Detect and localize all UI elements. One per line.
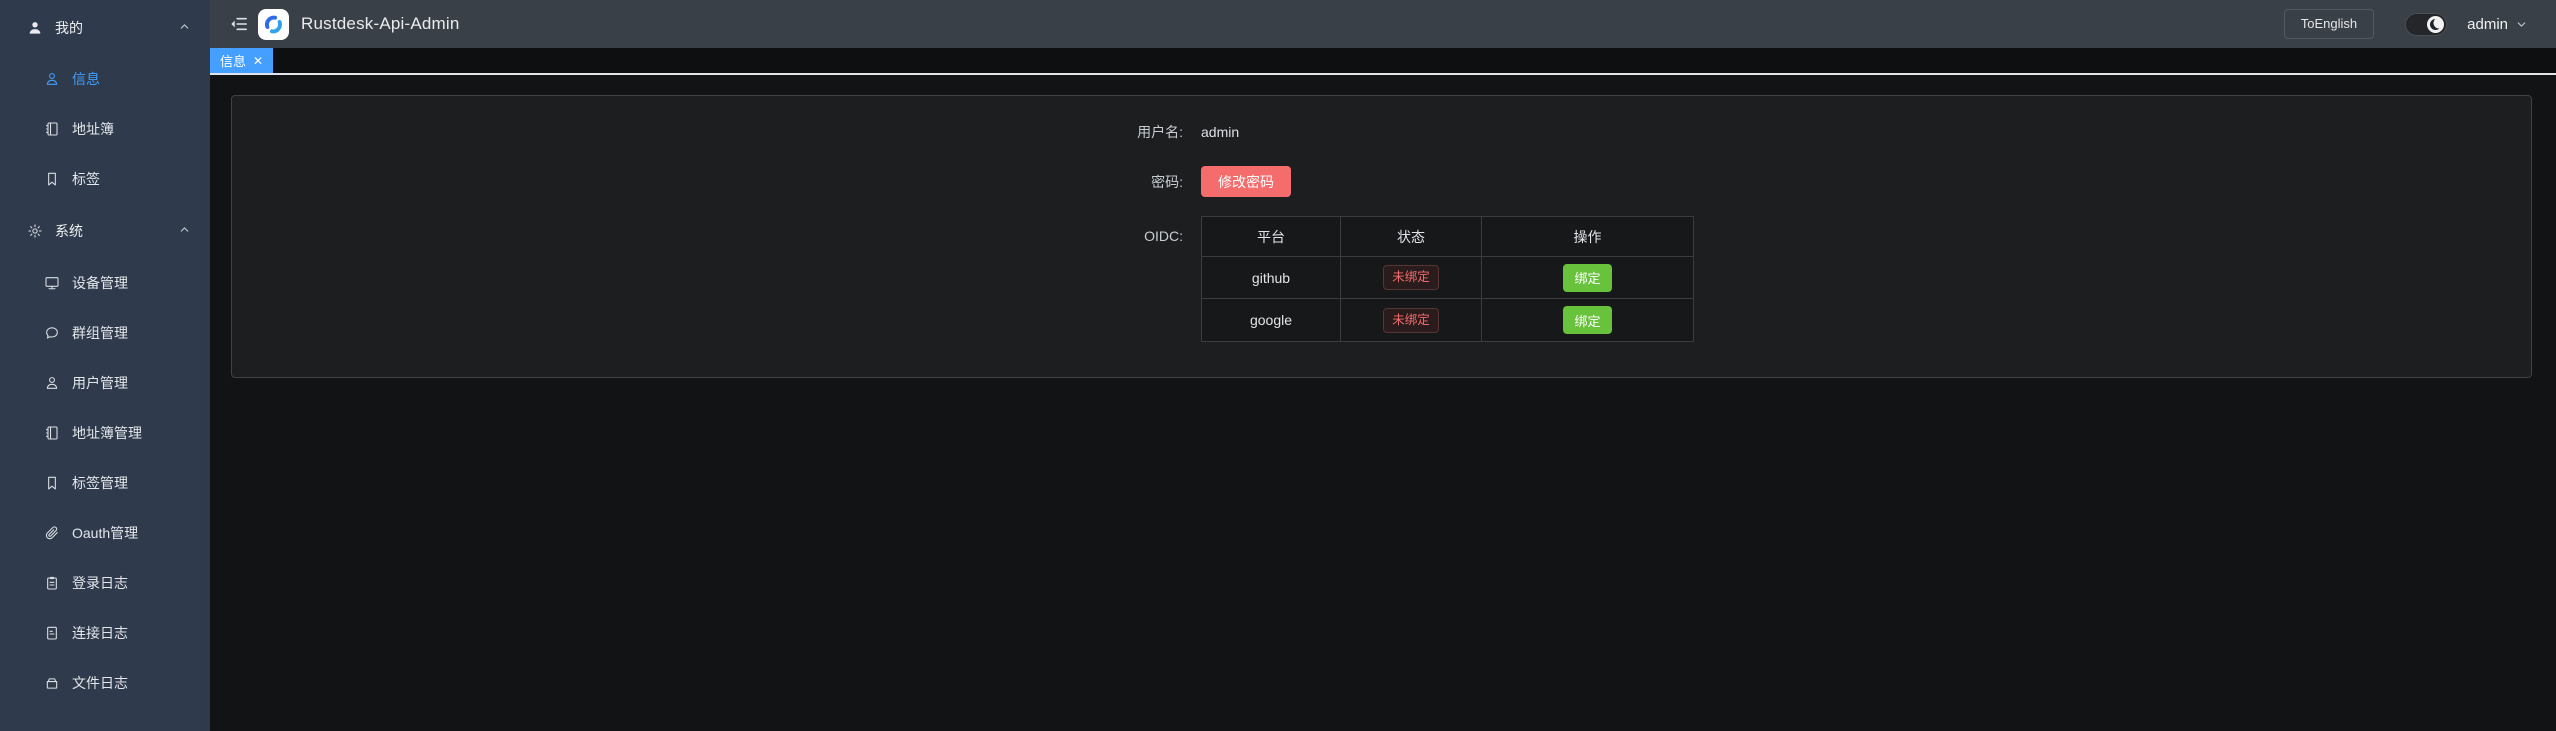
- column-header-status: 状态: [1341, 217, 1482, 257]
- sidebar-item-label: 连接日志: [72, 625, 128, 641]
- chevron-up-icon: [178, 223, 191, 239]
- sidebar-item-label: 登录日志: [72, 575, 128, 591]
- sidebar-item-file-log[interactable]: 文件日志: [0, 658, 210, 708]
- clipboard-icon: [44, 575, 60, 591]
- password-row: 密码: 修改密码: [232, 166, 2531, 198]
- sidebar-item-label: 用户管理: [72, 375, 128, 391]
- tab-label: 信息: [220, 54, 247, 69]
- sidebar-item-label: 信息: [72, 71, 100, 87]
- chevron-down-icon: [2515, 18, 2528, 31]
- theme-knob: [2427, 15, 2445, 33]
- sidebar-item-tags[interactable]: 标签: [0, 154, 210, 204]
- username-row: 用户名: admin: [232, 116, 2531, 148]
- table-row-google: google 未绑定 绑定: [1202, 299, 1693, 341]
- address-book-icon: [44, 425, 60, 441]
- tab-info[interactable]: 信息 ✕: [210, 48, 274, 73]
- sidebar-group-label: 我的: [55, 20, 83, 36]
- app-title: Rustdesk-Api-Admin: [301, 14, 460, 33]
- user-icon: [44, 375, 60, 391]
- tab-close-icon[interactable]: ✕: [253, 53, 264, 68]
- moon-icon: [2430, 19, 2441, 30]
- sidebar-item-label: 地址簿管理: [72, 425, 142, 441]
- user-icon: [44, 71, 60, 87]
- sidebar-item-address-book[interactable]: 地址簿: [0, 104, 210, 154]
- main-content: 用户名: admin 密码: 修改密码 OIDC: 平台 状态: [210, 77, 2556, 731]
- address-book-icon: [44, 121, 60, 137]
- bind-google-button[interactable]: 绑定: [1563, 306, 1612, 334]
- sidebar-item-device-mgmt[interactable]: 设备管理: [0, 258, 210, 308]
- gear-icon: [27, 223, 43, 239]
- oidc-row: OIDC: 平台 状态 操作 github 未绑定 绑定: [232, 216, 2531, 342]
- username-field-label: 用户名:: [1137, 124, 1183, 140]
- change-password-button[interactable]: 修改密码: [1201, 166, 1291, 197]
- sidebar-item-addressbook-mgmt[interactable]: 地址簿管理: [0, 408, 210, 458]
- sidebar-fold-icon[interactable]: [230, 16, 248, 32]
- sidebar-item-label: 文件日志: [72, 675, 128, 691]
- tab-bar: 信息 ✕: [210, 48, 2556, 75]
- table-row-github: github 未绑定 绑定: [1202, 257, 1693, 299]
- sidebar-item-label: 群组管理: [72, 325, 128, 341]
- status-badge: 未绑定: [1383, 265, 1439, 290]
- sidebar-item-info[interactable]: 信息: [0, 54, 210, 104]
- oidc-table-header: 平台 状态 操作: [1202, 217, 1693, 257]
- chat-icon: [44, 325, 60, 341]
- column-header-platform: 平台: [1202, 217, 1341, 257]
- to-english-button[interactable]: ToEnglish: [2283, 9, 2375, 39]
- bookmark-icon: [44, 171, 60, 187]
- top-header: Rustdesk-Api-Admin ToEnglish admin: [210, 0, 2556, 48]
- sidebar-group-label: 系统: [55, 223, 83, 239]
- sidebar: 我的 信息 地址簿 标签 系统: [0, 0, 210, 731]
- sidebar-item-label: 地址簿: [72, 121, 114, 137]
- sidebar-item-label: 标签管理: [72, 475, 128, 491]
- profile-card: 用户名: admin 密码: 修改密码 OIDC: 平台 状态: [231, 95, 2532, 378]
- sidebar-item-connection-log[interactable]: 连接日志: [0, 608, 210, 658]
- sidebar-item-oauth-mgmt[interactable]: Oauth管理: [0, 508, 210, 558]
- column-header-action: 操作: [1482, 217, 1693, 257]
- user-menu[interactable]: admin: [2467, 16, 2528, 33]
- sidebar-group-my[interactable]: 我的: [0, 2, 210, 54]
- sidebar-item-tag-mgmt[interactable]: 标签管理: [0, 458, 210, 508]
- rustdesk-logo-icon: [258, 8, 289, 40]
- sidebar-item-user-mgmt[interactable]: 用户管理: [0, 358, 210, 408]
- sidebar-item-label: 标签: [72, 171, 100, 187]
- sidebar-item-label: 设备管理: [72, 275, 128, 291]
- oidc-table: 平台 状态 操作 github 未绑定 绑定 google 未绑定 绑定: [1201, 216, 1694, 342]
- username-label: admin: [2467, 15, 2508, 33]
- theme-toggle[interactable]: [2405, 12, 2448, 36]
- sidebar-item-label: Oauth管理: [72, 525, 139, 541]
- archive-box-icon: [44, 675, 60, 691]
- bind-github-button[interactable]: 绑定: [1563, 263, 1612, 292]
- monitor-icon: [44, 275, 60, 291]
- username-value: admin: [1201, 124, 1240, 140]
- sidebar-item-login-log[interactable]: 登录日志: [0, 558, 210, 608]
- platform-cell: google: [1202, 299, 1341, 341]
- paperclip-icon: [44, 525, 60, 541]
- sidebar-item-group-mgmt[interactable]: 群组管理: [0, 308, 210, 358]
- status-badge: 未绑定: [1383, 307, 1439, 333]
- chevron-up-icon: [178, 20, 191, 36]
- password-field-label: 密码:: [1151, 174, 1183, 190]
- bookmark-icon: [44, 475, 60, 491]
- oidc-field-label: OIDC:: [1144, 228, 1183, 244]
- platform-cell: github: [1202, 257, 1341, 299]
- sidebar-group-system[interactable]: 系统: [0, 204, 210, 258]
- user-filled-icon: [27, 20, 43, 36]
- document-icon: [44, 625, 60, 641]
